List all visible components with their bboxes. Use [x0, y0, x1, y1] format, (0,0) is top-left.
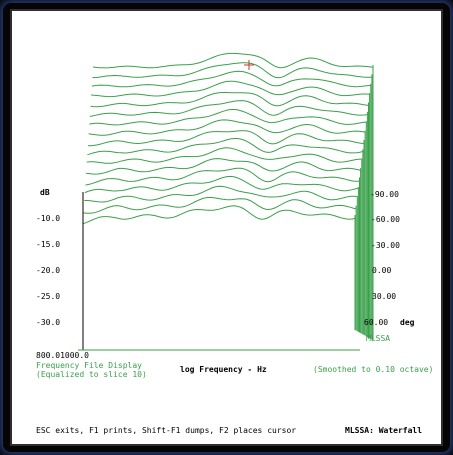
left-tick: -20.0 [36, 266, 61, 275]
right-tick: -30.00 [371, 241, 400, 250]
waterfall-slice [92, 62, 372, 79]
waterfall-slice [90, 92, 369, 108]
left-tick: -15.0 [36, 240, 61, 249]
waterfall-slice [85, 167, 360, 186]
waterfall-traces [82, 52, 374, 340]
mlssa-watermark: MLSSA [366, 334, 391, 343]
right-tick: 0.00 [372, 266, 392, 275]
waterfall-slice [91, 80, 370, 98]
cursor-marker[interactable] [244, 60, 254, 70]
display-title: Frequency File Display [36, 361, 142, 370]
waterfall-slice [88, 130, 365, 147]
waterfall-slice [86, 158, 361, 175]
waterfall-slice [89, 109, 367, 126]
waterfall-slice [92, 52, 374, 69]
right-tick: -60.00 [371, 215, 400, 224]
left-tick: -25.0 [36, 292, 61, 301]
display-subtitle: (Equalized to slice 10) [36, 370, 147, 379]
waterfall-slice [83, 197, 357, 214]
right-tick: -90.00 [370, 190, 399, 199]
left-axis-unit: dB [40, 188, 50, 197]
x-axis-label: log Frequency - Hz [180, 365, 267, 374]
smoothing-note: (Smoothed to 0.10 octave) [313, 365, 434, 374]
x-axis-start-label: 800.01000.0 [36, 351, 89, 360]
right-axis-unit: deg [400, 318, 415, 327]
waterfall-slice [88, 119, 366, 136]
waterfall-slice [84, 185, 358, 203]
status-mode-text: MLSSA: Waterfall [345, 426, 423, 435]
left-tick: -30.0 [36, 318, 61, 327]
left-tick: -10.0 [36, 214, 61, 223]
waterfall-slice [84, 175, 359, 194]
waterfall-slice [86, 147, 362, 164]
status-help-text: ESC exits, F1 prints, Shift-F1 dumps, F2… [36, 426, 297, 435]
right-tick: 60.00 [364, 318, 389, 327]
waterfall-slice [91, 70, 371, 88]
waterfall-slice [82, 205, 356, 225]
waterfall-slice [87, 138, 364, 156]
waterfall-slice [89, 100, 368, 117]
right-tick: 30.00 [372, 292, 397, 301]
